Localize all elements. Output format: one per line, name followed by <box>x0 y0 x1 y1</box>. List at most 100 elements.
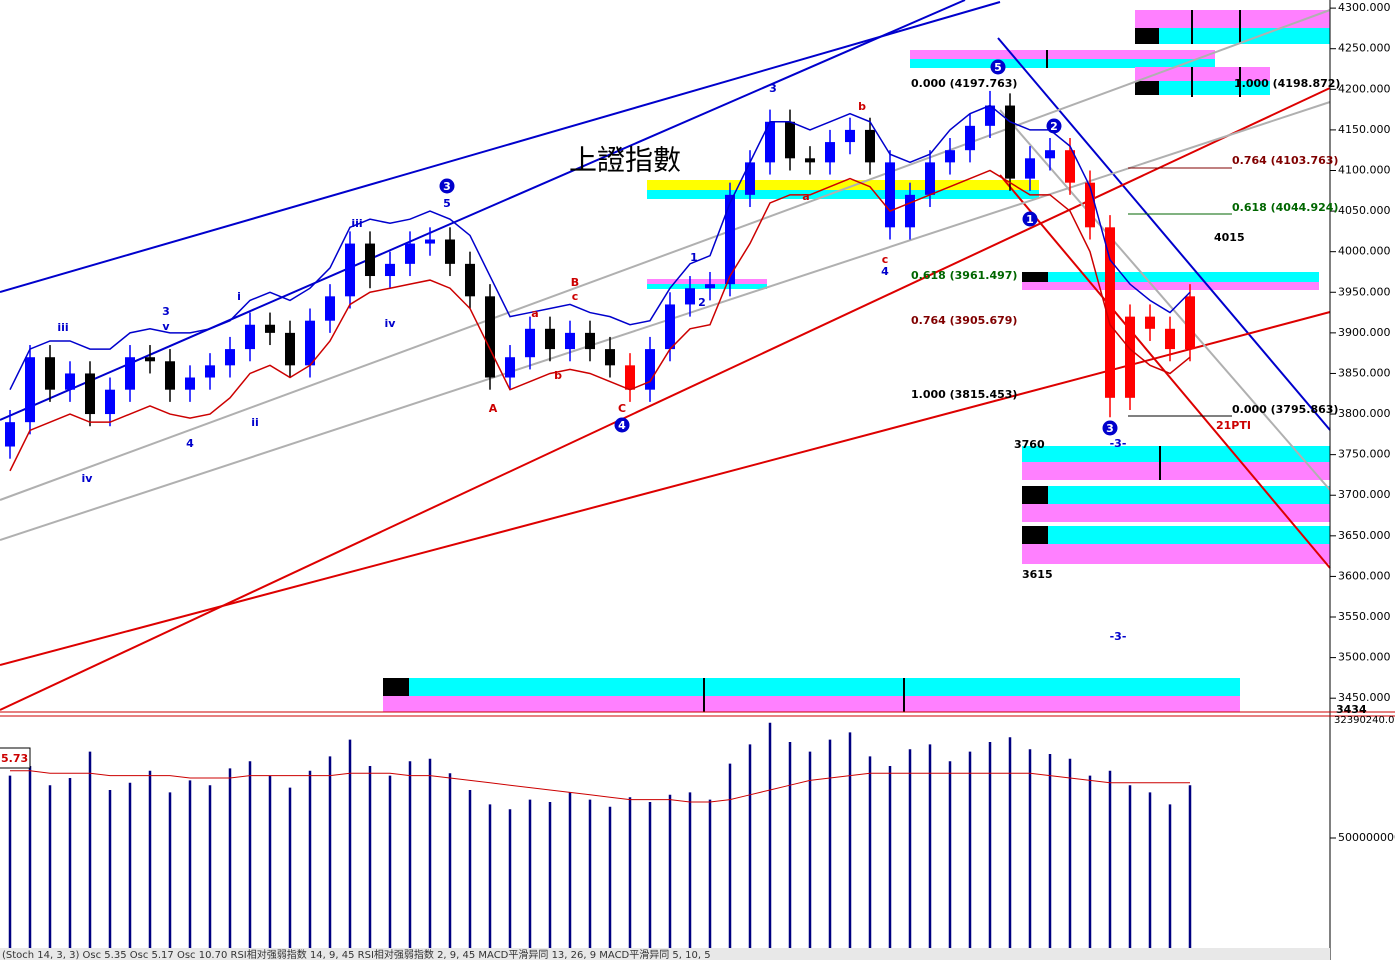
candle-body <box>485 296 495 378</box>
candle-body <box>585 332 595 350</box>
annotation: 1.000 (4198.872) <box>1234 77 1340 90</box>
candle-body <box>725 194 735 285</box>
wave-label: 3 <box>769 82 777 95</box>
candle-body <box>1165 328 1175 350</box>
candle-body <box>465 263 475 297</box>
candle-body <box>345 243 355 297</box>
y-tick-label: 3800.000 <box>1338 407 1391 420</box>
wave-label: iv <box>385 317 397 330</box>
annotation: 0.764 (3905.679) <box>911 314 1017 327</box>
candle-body <box>605 349 615 366</box>
status-bar: (Stoch 14, 3, 3) Osc 5.35 Osc 5.17 Osc 1… <box>2 948 711 960</box>
wave-label: b <box>554 369 562 382</box>
y-tick-label: 5000000000 <box>1338 831 1395 844</box>
candle-body <box>405 243 415 264</box>
candle-body <box>65 373 75 390</box>
y-tick-label: 3450.000 <box>1338 691 1391 704</box>
annotation: 0.764 (4103.763) <box>1232 154 1338 167</box>
wave-label: v <box>162 320 170 333</box>
wave-label: iv <box>82 472 94 485</box>
candle-body <box>325 296 335 321</box>
wave-label: C <box>618 402 626 415</box>
volume-average <box>10 770 1190 803</box>
candle-body <box>525 328 535 358</box>
y-tick-label: 4300.000 <box>1338 1 1391 14</box>
top-label: 32390240.0 <box>1334 715 1394 726</box>
indicator-box <box>0 747 31 769</box>
wave-circle <box>1102 420 1118 436</box>
candle-body <box>1065 150 1075 183</box>
candle-body <box>845 129 855 143</box>
wave-label: 3 <box>443 180 451 193</box>
annotation: 0.000 (3795.863) <box>1232 403 1338 416</box>
wave-circle <box>1046 118 1062 134</box>
wave-label: i <box>237 290 241 303</box>
candle-body <box>645 349 655 390</box>
candle-body <box>505 357 515 378</box>
wave-circle <box>614 417 630 433</box>
candle-body <box>965 125 975 151</box>
wave-label: iii <box>57 321 68 334</box>
trend-lines <box>0 0 1331 711</box>
candle-body <box>445 239 455 264</box>
annotation: 0.000 (4197.763) <box>911 77 1017 90</box>
band-line <box>9 169 1191 472</box>
y-tick-label: 3600.000 <box>1338 569 1391 582</box>
annotation: 0.618 (4044.924) <box>1232 201 1338 214</box>
candle-body <box>245 324 255 350</box>
candle-body <box>565 332 575 350</box>
candle-body <box>1105 227 1115 398</box>
candle-body <box>1125 316 1135 398</box>
candle-body <box>25 357 35 423</box>
candle-body <box>265 324 275 333</box>
annotation: 3760 <box>1014 438 1045 451</box>
candle-body <box>1085 182 1095 228</box>
candle-body <box>285 332 295 366</box>
candle-body <box>905 194 915 228</box>
annotation: 1.000 (3815.453) <box>911 388 1017 401</box>
candle-body <box>985 105 995 126</box>
candle-body <box>625 365 635 390</box>
y-tick-label: 3700.000 <box>1338 488 1391 501</box>
wave-label: 3 <box>162 305 170 318</box>
candle-body <box>85 373 95 415</box>
wave-label: 4 <box>881 265 889 278</box>
candle-body <box>665 304 675 350</box>
candle-body <box>685 288 695 305</box>
wave-label: c <box>882 253 889 266</box>
candle-body <box>865 129 875 163</box>
candle-body <box>205 365 215 378</box>
chart-title: 上證指數 <box>569 144 681 177</box>
y-tick-label: 3750.000 <box>1338 448 1391 461</box>
candle-body <box>1145 316 1155 329</box>
wave-circle <box>439 178 455 194</box>
wave-label: b <box>858 100 866 113</box>
y-tick-label: 3550.000 <box>1338 610 1391 623</box>
candle-body <box>805 158 815 163</box>
candle-body <box>125 357 135 390</box>
candle-body <box>365 243 375 277</box>
candle-body <box>305 320 315 366</box>
status-strip <box>0 948 1330 960</box>
wave-label: 4 <box>186 437 194 450</box>
annotation: 21PTI <box>1216 419 1251 432</box>
wave-label: iii <box>351 217 362 230</box>
annotation: 4015 <box>1214 231 1245 244</box>
y-tick-label: 4150.000 <box>1338 123 1391 136</box>
candle-body <box>1025 158 1035 179</box>
band-line <box>9 104 1191 391</box>
wave-label: 1 <box>1026 213 1034 226</box>
candle-body <box>785 121 795 159</box>
candle-body <box>705 284 715 289</box>
y-tick-label: 4200.000 <box>1338 82 1391 95</box>
y-tick-label: 3950.000 <box>1338 285 1391 298</box>
candle-body <box>1045 150 1055 159</box>
wave-label: 2 <box>698 296 706 309</box>
y-tick-label: 4000.000 <box>1338 245 1391 258</box>
candle-body <box>105 389 115 415</box>
wave-label: 5 <box>994 61 1002 74</box>
candle-body <box>945 150 955 163</box>
y-tick-label: 3900.000 <box>1338 326 1391 339</box>
